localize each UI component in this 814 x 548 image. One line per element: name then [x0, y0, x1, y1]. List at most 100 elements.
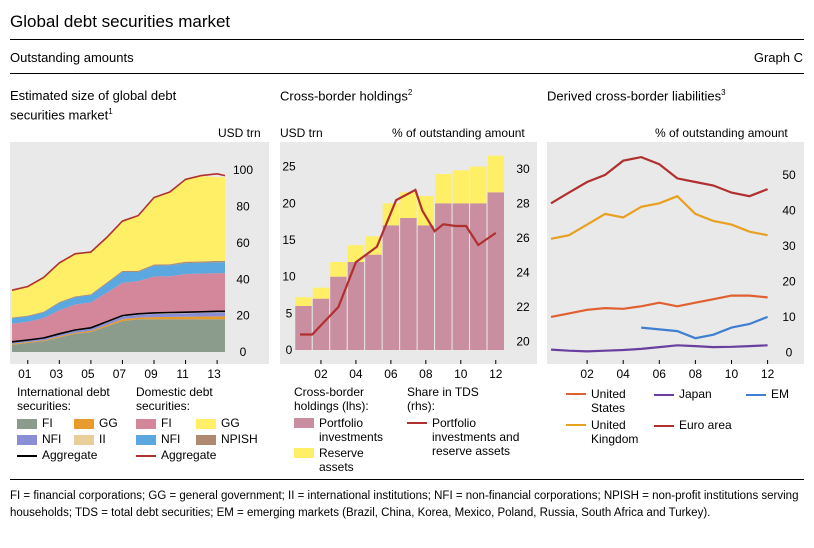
x-tick-label: 05: [81, 367, 95, 381]
panel3-unit-right: % of outstanding amount: [655, 126, 788, 140]
x-tick-label: 02: [580, 367, 594, 381]
y-left-tick-label: 5: [286, 306, 293, 320]
legend-em: EM: [746, 387, 789, 401]
legend-swatch: [294, 448, 314, 458]
legend-line: [407, 422, 427, 424]
bar-reserve-assets: [365, 236, 382, 255]
bar-reserve-assets: [330, 262, 347, 277]
legend-swatch: [17, 418, 37, 429]
legend-dom-gg-label: GG: [221, 416, 240, 430]
legend-portfolio-investments: Portfolio investments: [294, 416, 383, 444]
legend-us-line1: United: [591, 387, 626, 401]
x-tick-label: 06: [653, 367, 667, 381]
panel2-title-text: Cross-border holdings: [280, 88, 408, 104]
legend-line: [566, 393, 586, 395]
legend-us-line2: States: [591, 401, 626, 415]
legend-euro-area-label: Euro area: [679, 418, 732, 432]
footnote: FI = financial corporations; GG = genera…: [10, 490, 799, 519]
area-dom_gg: [12, 176, 225, 318]
y-left-tick-label: 10: [282, 270, 296, 284]
panel1-title-line1: Estimated size of global debt: [10, 88, 177, 103]
legend-intl-gg: GG: [74, 416, 118, 430]
line-euro-area: [550, 155, 769, 205]
y-left-tick-label: 20: [282, 196, 296, 210]
line-japan: [550, 344, 768, 353]
legend-swatch: [196, 434, 216, 445]
y-tick-label: 0: [240, 345, 247, 359]
legend-intl-heading-2: securities:: [17, 399, 72, 413]
legend-swatch: [17, 434, 37, 445]
legend-intl-aggregate-label: Aggregate: [42, 448, 98, 462]
panel3-title-text: Derived cross-border liabilities: [547, 88, 722, 104]
y-right-tick-label: 24: [516, 266, 530, 280]
legend-dom-fi-label: FI: [161, 416, 172, 430]
legend-dom-aggregate-label: Aggregate: [161, 448, 217, 462]
x-tick-label: 13: [207, 367, 221, 381]
bar-portfolio-investments: [295, 306, 312, 350]
page-title: Global debt securities market: [10, 12, 231, 31]
area-intl_nfi: [12, 312, 225, 344]
legend-bar1-line1: Portfolio: [319, 416, 364, 430]
legend-bar2-line1: Reserve: [319, 446, 364, 460]
area-dom_nfi: [12, 262, 225, 324]
legend-japan-label: Japan: [679, 387, 712, 401]
legend-reserve-assets: Reserve assets: [294, 446, 364, 474]
panel2-unit-left: USD trn: [280, 126, 323, 140]
y-tick-label: 80: [236, 200, 250, 214]
bar-portfolio-investments: [417, 225, 435, 350]
line-em: [641, 315, 769, 340]
legend-rhs-heading-1: Share in TDS: [407, 385, 479, 399]
panel1-title: Estimated size of global debt securities…: [10, 88, 176, 123]
legend-swatch: [136, 434, 156, 445]
panel2-title: Cross-border holdings2: [280, 88, 412, 103]
chart-global-debt-size: 0 20 40 60 80 100 01 03 05 07 09 11 13: [11, 163, 253, 381]
legend-dom-heading-2: securities:: [136, 399, 191, 413]
x-tick-label: 01: [18, 367, 32, 381]
y-right-tick-label: 22: [516, 300, 530, 314]
panel2-unit-right: % of outstanding amount: [392, 126, 525, 140]
legend-rhs-heading-2: (rhs):: [407, 399, 435, 413]
bar-reserve-assets: [435, 174, 452, 204]
y-tick-label: 100: [233, 163, 253, 177]
bar-reserve-assets: [452, 170, 470, 204]
legend-dom-nfi: NFI: [136, 432, 180, 446]
y-tick-label: 60: [236, 236, 250, 250]
y-right-tick-label: 20: [516, 334, 530, 348]
x-tick-label: 04: [617, 367, 631, 381]
x-tick-label: 10: [454, 367, 468, 381]
legend-bar1-line2: investments: [319, 430, 384, 444]
y-left-tick-label: 25: [282, 160, 296, 174]
y-left-tick-label: 0: [286, 343, 293, 357]
area-intl_gg: [12, 316, 225, 345]
panel3-plot-bg: [547, 142, 804, 364]
y-tick-label: 50: [782, 168, 796, 182]
legend-intl-ii-label: II: [99, 432, 106, 446]
legend-line-line1: Portfolio: [432, 416, 477, 430]
header-rule: [10, 39, 804, 40]
panel1-title-line2: securities market: [10, 107, 109, 123]
legend-swatch: [136, 418, 156, 429]
y-right-tick-label: 26: [516, 231, 530, 245]
panel1-unit: USD trn: [218, 126, 261, 140]
legend-swatch: [74, 434, 94, 445]
legend-swatch: [196, 418, 216, 429]
bar-reserve-assets: [487, 155, 504, 193]
x-tick-label: 08: [419, 367, 433, 381]
bar-portfolio-investments: [365, 254, 382, 350]
panel1-legend-dom-heading: Domestic debt securities:: [136, 385, 213, 413]
legend-japan: Japan: [654, 387, 712, 401]
line-united-kingdom: [550, 194, 768, 240]
y-tick-label: 40: [782, 203, 796, 217]
x-tick-label: 09: [144, 367, 158, 381]
chart-derived-liabilities: 0 10 20 30 40 50 02 04 06 08 10 12: [550, 155, 796, 381]
y-right-tick-label: 28: [516, 197, 530, 211]
legend-united-states: United States: [566, 387, 626, 415]
x-tick-label: 10: [725, 367, 739, 381]
legend-intl-nfi-label: NFI: [42, 432, 62, 446]
graph-label: Graph C: [753, 50, 803, 65]
page-subtitle: Outstanding amounts: [10, 50, 134, 65]
subheader-rule: [10, 73, 804, 74]
panel1-legend-intl-heading: International debt securities:: [17, 385, 110, 413]
x-tick-label: 11: [176, 367, 189, 381]
legend-intl-fi: FI: [17, 416, 53, 430]
